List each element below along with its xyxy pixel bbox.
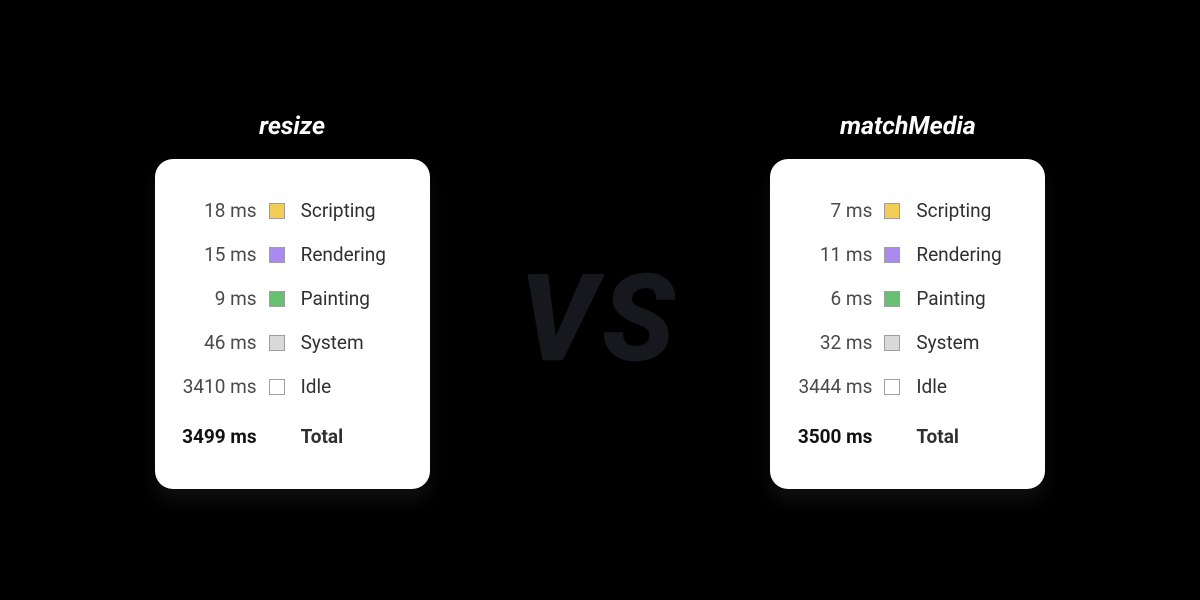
timing-row: 3444 ms Idle	[792, 365, 1023, 409]
timing-value: 46 ms	[177, 331, 257, 354]
timing-value: 3410 ms	[177, 375, 257, 398]
timing-total-label: Total	[301, 425, 408, 448]
timing-label: System	[301, 331, 408, 354]
timing-total-row: 3499 ms Total	[177, 415, 408, 459]
swatch-system	[884, 335, 900, 351]
timing-value: 32 ms	[792, 331, 872, 354]
vs-label: VS	[520, 250, 681, 390]
timing-row: 9 ms Painting	[177, 277, 408, 321]
left-panel: resize 18 ms Scripting 15 ms Rendering 9…	[155, 112, 430, 489]
swatch-none	[884, 429, 900, 445]
swatch-rendering	[269, 247, 285, 263]
timing-row: 32 ms System	[792, 321, 1023, 365]
timing-row: 46 ms System	[177, 321, 408, 365]
swatch-scripting	[269, 203, 285, 219]
timing-value: 9 ms	[177, 287, 257, 310]
timing-label: Idle	[916, 375, 1023, 398]
timing-row: 11 ms Rendering	[792, 233, 1023, 277]
timing-label: Painting	[301, 287, 408, 310]
left-card: 18 ms Scripting 15 ms Rendering 9 ms Pai…	[155, 159, 430, 489]
timing-label: Scripting	[301, 199, 408, 222]
timing-label: Idle	[301, 375, 408, 398]
right-panel: matchMedia 7 ms Scripting 11 ms Renderin…	[770, 112, 1045, 489]
swatch-scripting	[884, 203, 900, 219]
swatch-system	[269, 335, 285, 351]
timing-label: Painting	[916, 287, 1023, 310]
swatch-none	[269, 429, 285, 445]
right-title: matchMedia	[840, 112, 976, 141]
timing-total-row: 3500 ms Total	[792, 415, 1023, 459]
timing-label: Scripting	[916, 199, 1023, 222]
timing-row: 3410 ms Idle	[177, 365, 408, 409]
swatch-painting	[269, 291, 285, 307]
timing-label: System	[916, 331, 1023, 354]
timing-value: 7 ms	[792, 199, 872, 222]
timing-total-label: Total	[916, 425, 1023, 448]
swatch-painting	[884, 291, 900, 307]
timing-total-value: 3500 ms	[792, 425, 872, 448]
left-title: resize	[259, 112, 325, 141]
timing-label: Rendering	[916, 243, 1023, 266]
right-card: 7 ms Scripting 11 ms Rendering 6 ms Pain…	[770, 159, 1045, 489]
timing-row: 18 ms Scripting	[177, 189, 408, 233]
timing-value: 11 ms	[792, 243, 872, 266]
swatch-rendering	[884, 247, 900, 263]
timing-total-value: 3499 ms	[177, 425, 257, 448]
swatch-idle	[884, 379, 900, 395]
timing-row: 7 ms Scripting	[792, 189, 1023, 233]
swatch-idle	[269, 379, 285, 395]
timing-row: 15 ms Rendering	[177, 233, 408, 277]
timing-row: 6 ms Painting	[792, 277, 1023, 321]
timing-value: 6 ms	[792, 287, 872, 310]
timing-value: 3444 ms	[792, 375, 872, 398]
timing-label: Rendering	[301, 243, 408, 266]
timing-value: 18 ms	[177, 199, 257, 222]
timing-value: 15 ms	[177, 243, 257, 266]
